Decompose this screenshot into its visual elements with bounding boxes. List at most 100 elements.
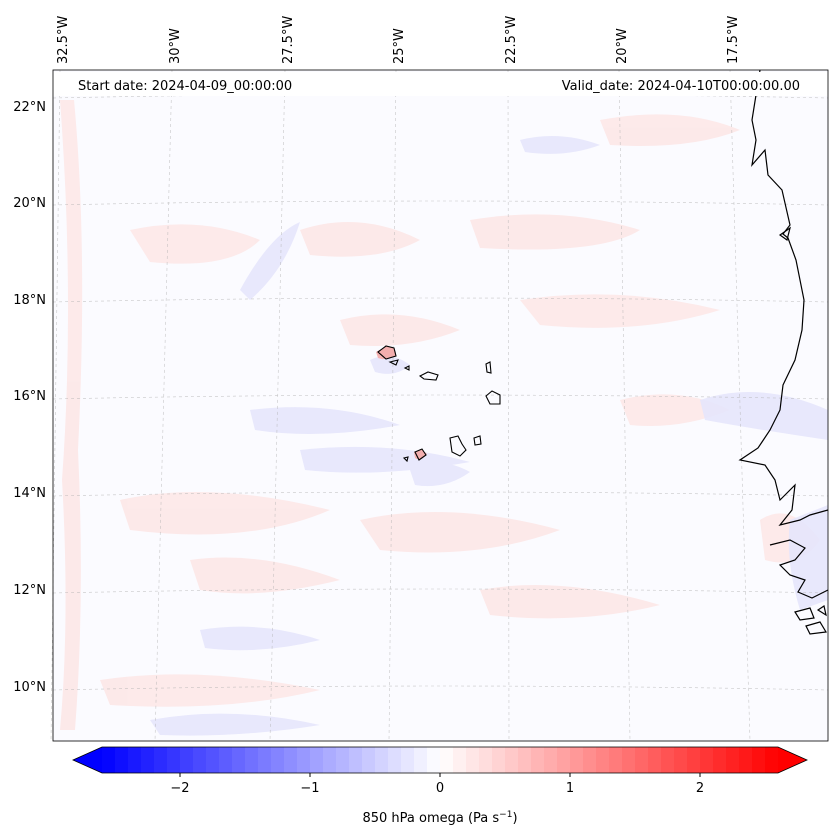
- colorbar-cell: [609, 747, 623, 773]
- omega-patch: [250, 407, 400, 434]
- lat-label: 10°N: [13, 680, 46, 695]
- colorbar-cell: [167, 747, 181, 773]
- omega-patch: [470, 214, 640, 250]
- colorbar-cell: [414, 747, 428, 773]
- island: [388, 359, 399, 366]
- colorbar-cell: [271, 747, 285, 773]
- coast-detail: [769, 539, 828, 599]
- coast-detail: [794, 607, 815, 621]
- colorbar-cell: [128, 747, 142, 773]
- colorbar-ticks: [179, 773, 701, 777]
- lon-label: 27.5°W: [281, 16, 296, 64]
- colorbar-cell: [180, 747, 194, 773]
- omega-patch: [520, 136, 600, 154]
- omega-patch: [100, 674, 320, 707]
- lat-label: 22°N: [13, 100, 46, 115]
- colorbar-cell: [323, 747, 337, 773]
- colorbar-cell: [726, 747, 740, 773]
- colorbar-cell: [570, 747, 584, 773]
- colorbar-cell: [401, 747, 415, 773]
- colorbar-cell: [388, 747, 402, 773]
- island: [414, 448, 427, 461]
- colorbar-cell: [661, 747, 675, 773]
- colorbar-outline: [72, 746, 808, 774]
- omega-patch: [410, 462, 470, 487]
- colorbar-cell: [375, 747, 389, 773]
- colorbar-cell: [505, 747, 519, 773]
- grid-line: [52, 491, 829, 497]
- colorbar-cell: [531, 747, 545, 773]
- coast-detail: [778, 226, 791, 242]
- colorbar-cell: [713, 747, 727, 773]
- grid-line: [154, 69, 173, 742]
- colorbar-cell: [518, 747, 532, 773]
- grid-line: [52, 297, 829, 303]
- colorbar-cell: [765, 747, 779, 773]
- colorbar-cell: [583, 747, 597, 773]
- colorbar-cell: [687, 747, 701, 773]
- omega-patch: [340, 314, 460, 346]
- island: [485, 390, 501, 405]
- omega-patch: [150, 713, 320, 736]
- omega-patch: [190, 557, 340, 594]
- grid-line: [729, 69, 751, 742]
- colorbar-cell: [544, 747, 558, 773]
- island: [449, 435, 467, 457]
- colorbar-tick-label: 0: [436, 781, 444, 796]
- grid-line: [388, 69, 397, 742]
- colorbar-cell: [310, 747, 324, 773]
- colorbar-cell: [206, 747, 220, 773]
- grid-line: [52, 93, 829, 99]
- colorbar-cells: [102, 747, 779, 773]
- latitude-labels: 22°N 20°N 18°N 16°N 14°N 12°N 10°N: [13, 100, 46, 695]
- colorbar-tick-labels: −2 −1 0 1 2: [170, 781, 704, 796]
- header-band: [53, 72, 828, 96]
- omega-patch: [700, 392, 828, 440]
- lon-label: 17.5°W: [726, 16, 741, 64]
- colorbar-cell: [284, 747, 298, 773]
- coast-detail: [816, 605, 827, 617]
- colorbar-cell: [492, 747, 506, 773]
- colorbar-cell: [752, 747, 766, 773]
- valid-date-label: Valid_date: 2024-04-10T00:00:00.00: [562, 79, 800, 94]
- grid-line: [50, 69, 61, 742]
- colorbar-cell: [466, 747, 480, 773]
- colorbar-cell: [596, 747, 610, 773]
- colorbar-cell: [258, 747, 272, 773]
- colorbar-cell: [453, 747, 467, 773]
- omega-patch: [370, 356, 410, 374]
- colorbar-cell: [219, 747, 233, 773]
- colorbar-extend-max: [778, 747, 807, 773]
- island: [402, 456, 409, 463]
- graticule: [50, 69, 829, 742]
- colorbar-cell: [102, 747, 116, 773]
- omega-patch: [520, 294, 720, 328]
- lon-label: 30°W: [168, 28, 183, 64]
- colorbar-tick-label: −1: [300, 781, 319, 796]
- map-frame: [52, 69, 829, 742]
- omega-patch: [60, 100, 83, 730]
- grid-line: [269, 69, 286, 742]
- colorbar: −2 −1 0 1 2 850 hPa omega (Pa s−1): [72, 746, 808, 826]
- omega-patch: [360, 512, 560, 553]
- colorbar-label: 850 hPa omega (Pa s−1): [362, 810, 517, 826]
- colorbar-cell: [349, 747, 363, 773]
- map-panel: Start date: 2024-04-09_00:00:00 Valid_da…: [50, 69, 829, 742]
- omega-patch: [130, 224, 260, 264]
- colorbar-cell: [232, 747, 246, 773]
- colorbar-cell: [440, 747, 454, 773]
- lon-label: 25°W: [392, 28, 407, 64]
- colorbar-cell: [245, 747, 259, 773]
- colorbar-tick-label: 2: [696, 781, 704, 796]
- lon-label: 32.5°W: [56, 16, 71, 64]
- africa-coast: [738, 70, 828, 527]
- colorbar-cell: [362, 747, 376, 773]
- omega-patch: [480, 585, 660, 619]
- grid-line: [52, 394, 829, 400]
- colorbar-cell: [336, 747, 350, 773]
- island: [473, 435, 482, 446]
- island: [418, 371, 439, 381]
- lon-label: 22.5°W: [504, 16, 519, 64]
- colorbar-cell: [648, 747, 662, 773]
